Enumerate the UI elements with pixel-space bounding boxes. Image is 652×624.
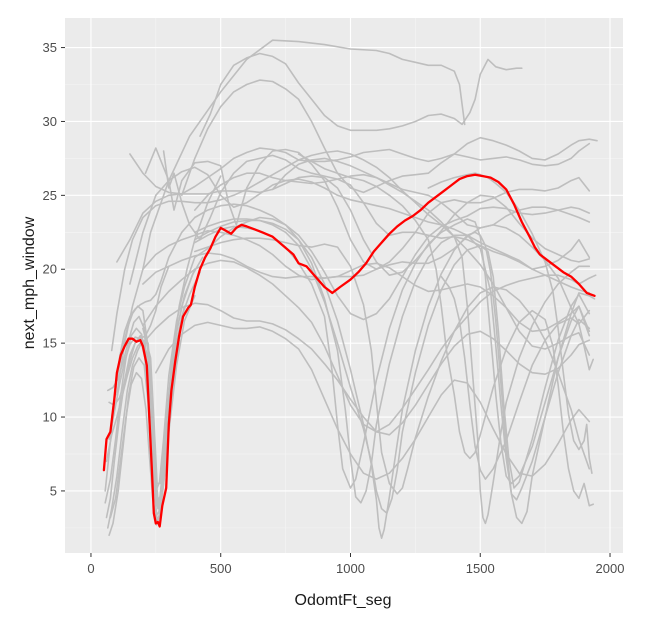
y-tick-label: 20 <box>43 262 57 277</box>
x-tick-label: 500 <box>210 561 232 576</box>
x-tick-label: 1000 <box>336 561 365 576</box>
series-line <box>199 52 523 137</box>
series-layer <box>102 39 598 540</box>
series-line <box>142 175 222 485</box>
series-line <box>194 172 591 229</box>
series-line <box>194 218 591 514</box>
series-line <box>427 172 593 475</box>
y-tick-label: 30 <box>43 114 57 129</box>
x-tick-label: 2000 <box>596 561 625 576</box>
series-line <box>142 252 591 337</box>
series-line <box>194 203 591 504</box>
y-tick-label: 10 <box>43 410 57 425</box>
series-line <box>271 157 591 525</box>
series-line <box>110 150 591 356</box>
series-line <box>116 39 466 396</box>
series-line-highlight <box>102 173 596 528</box>
y-tick-label: 15 <box>43 336 57 351</box>
series-line <box>144 147 591 271</box>
series-line <box>181 79 598 197</box>
series-line <box>116 175 591 277</box>
y-tick-label: 35 <box>43 40 57 55</box>
series-line <box>194 219 596 540</box>
x-axis-title: OdomtFt_seg <box>295 592 392 609</box>
y-tick-label: 5 <box>50 483 57 498</box>
series-line <box>440 275 595 480</box>
series-line <box>155 321 591 480</box>
y-tick-label: 25 <box>43 188 57 203</box>
axis-ticks: 0 500 1000 1500 2000 5 10 15 20 25 30 35 <box>43 40 625 576</box>
x-tick-label: 0 <box>87 561 94 576</box>
y-axis-title: next_mph_window <box>21 216 38 349</box>
series-line <box>129 166 591 294</box>
series-line <box>142 302 591 436</box>
series-line <box>297 153 595 507</box>
series-line <box>194 206 591 321</box>
x-tick-label: 1500 <box>466 561 495 576</box>
series-line <box>129 142 591 195</box>
